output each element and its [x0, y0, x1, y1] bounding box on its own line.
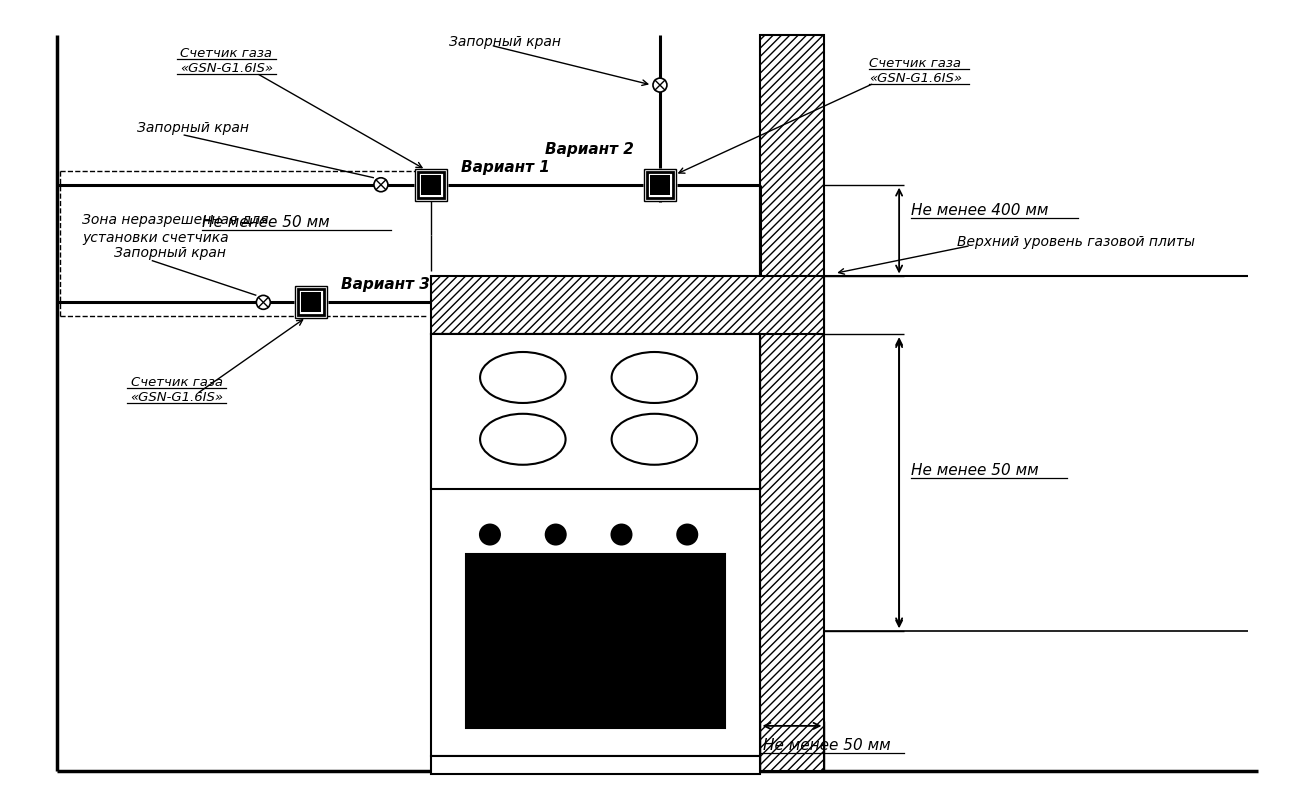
Bar [647, 172, 673, 198]
Text: Зона неразрешенная для: Зона неразрешенная для [81, 213, 269, 227]
Ellipse shape [481, 352, 566, 403]
Text: Вариант 2: Вариант 2 [545, 142, 634, 157]
Bar [465, 554, 725, 728]
Text: Счетчик газа: Счетчик газа [181, 47, 273, 60]
Bar [430, 334, 760, 755]
Bar [650, 175, 669, 195]
Circle shape [611, 525, 632, 545]
Circle shape [479, 525, 500, 545]
Bar [430, 334, 760, 488]
Text: Запорный кран: Запорный кран [137, 121, 249, 135]
Text: Не менее 50 мм: Не менее 50 мм [202, 215, 329, 230]
Text: Верхний уровень газовой плиты: Верхний уровень газовой плиты [957, 234, 1195, 249]
Bar [298, 290, 324, 315]
Text: Не менее 50 мм: Не менее 50 мм [911, 464, 1039, 478]
Text: Не менее 400 мм: Не менее 400 мм [911, 203, 1048, 218]
Text: Вариант 3: Вариант 3 [341, 277, 430, 293]
Ellipse shape [481, 414, 566, 464]
Text: Запорный кран: Запорный кран [448, 35, 561, 49]
Circle shape [373, 178, 388, 192]
Text: Счетчик газа: Счетчик газа [870, 57, 961, 70]
Circle shape [545, 525, 566, 545]
Text: «GSN-G1.6IS»: «GSN-G1.6IS» [130, 391, 224, 404]
Text: «GSN-G1.6IS»: «GSN-G1.6IS» [870, 72, 963, 85]
Text: Вариант 1: Вариант 1 [461, 160, 549, 175]
Ellipse shape [611, 352, 698, 403]
Text: Счетчик газа: Счетчик газа [130, 376, 222, 389]
Circle shape [652, 78, 667, 92]
Text: «GSN-G1.6IS»: «GSN-G1.6IS» [180, 62, 273, 75]
Bar [417, 172, 443, 198]
Text: установки счетчика: установки счетчика [81, 230, 229, 245]
Text: Не менее 50 мм: Не менее 50 мм [762, 739, 890, 753]
Circle shape [677, 525, 698, 545]
Bar [760, 35, 824, 771]
Text: Запорный кран: Запорный кран [114, 246, 226, 261]
Ellipse shape [611, 414, 698, 464]
Circle shape [256, 295, 270, 310]
Bar [643, 168, 676, 200]
Bar [430, 755, 760, 774]
Bar [415, 168, 447, 200]
Bar [301, 293, 320, 312]
Bar [421, 175, 441, 195]
Bar [430, 277, 824, 334]
Bar [295, 286, 327, 318]
